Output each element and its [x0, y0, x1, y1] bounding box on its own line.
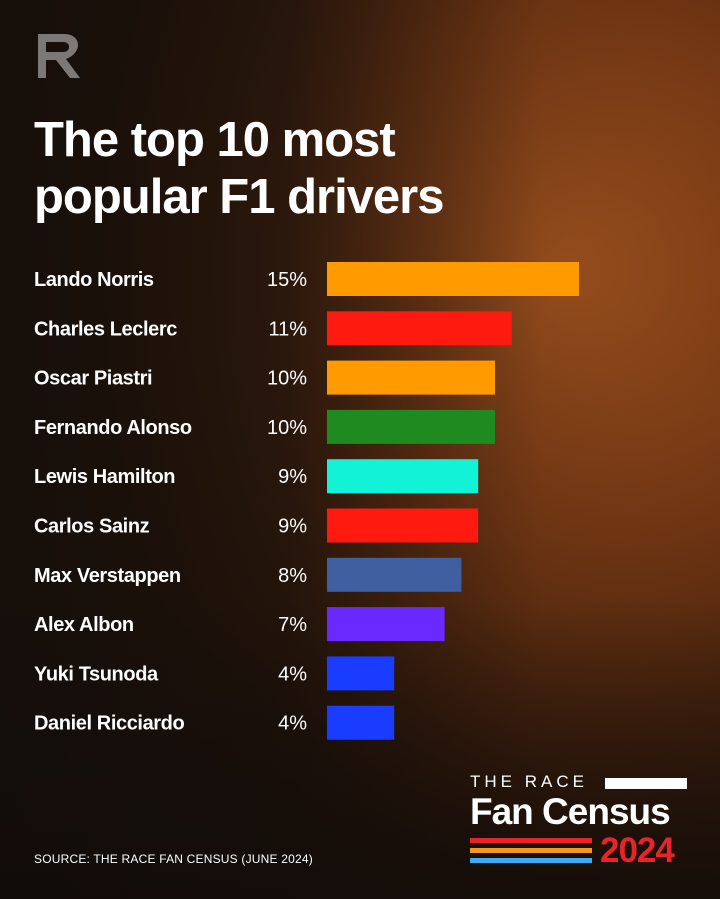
source-note: SOURCE: THE RACE FAN CENSUS (JUNE 2024): [34, 852, 313, 866]
driver-label: Fernando Alonso: [34, 417, 192, 439]
driver-label: Carlos Sainz: [34, 516, 150, 538]
brand-stripe-blue: [470, 858, 592, 863]
value-label: 15%: [267, 269, 307, 291]
value-label: 10%: [267, 417, 307, 439]
bar: [327, 607, 445, 642]
driver-label: Oscar Piastri: [34, 368, 152, 390]
background-shade-bottom: [0, 600, 720, 899]
value-label: 7%: [278, 614, 307, 636]
value-label: 11%: [268, 318, 307, 340]
bar: [327, 508, 479, 543]
brand-year: 2024: [600, 831, 675, 870]
brand-line: [605, 778, 687, 789]
bar: [327, 360, 495, 395]
value-label: 8%: [278, 565, 307, 587]
bar: [327, 409, 495, 444]
value-label: 4%: [278, 663, 307, 685]
the-race-logo-icon: [38, 34, 80, 78]
brand-stripe-red: [470, 838, 592, 843]
value-label: 9%: [278, 466, 307, 488]
driver-label: Yuki Tsunoda: [34, 663, 159, 685]
driver-label: Max Verstappen: [34, 565, 181, 587]
driver-label: Lando Norris: [34, 269, 154, 291]
bar: [327, 705, 395, 740]
driver-label: Charles Leclerc: [34, 318, 177, 340]
brand-fan-census: Fan Census: [470, 791, 671, 832]
value-label: 4%: [278, 713, 307, 735]
bar: [327, 459, 479, 494]
bar: [327, 262, 579, 296]
brand-stripe-orange: [470, 848, 592, 853]
brand-the-race: THE RACE: [470, 772, 588, 791]
value-label: 10%: [267, 368, 307, 390]
value-label: 9%: [278, 516, 307, 538]
bar: [327, 557, 462, 592]
driver-label: Alex Albon: [34, 614, 134, 636]
driver-label: Lewis Hamilton: [34, 466, 175, 488]
driver-label: Daniel Ricciardo: [34, 713, 185, 735]
page-title: The top 10 most popular F1 drivers: [34, 113, 445, 224]
bar: [327, 656, 395, 691]
bar: [327, 311, 512, 346]
